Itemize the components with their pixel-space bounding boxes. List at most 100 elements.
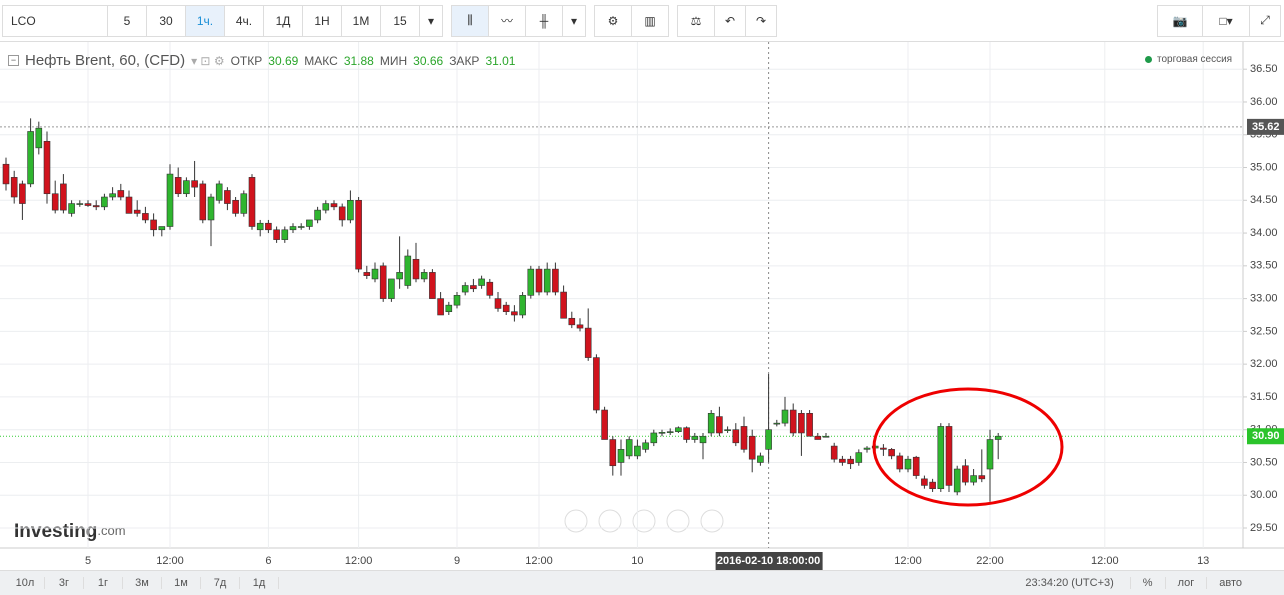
candle-body: [609, 439, 617, 467]
candle-type[interactable]: ⫼: [451, 4, 489, 37]
interval-button[interactable]: 1ч.: [185, 4, 225, 37]
candle-body: [306, 219, 313, 227]
dropdown[interactable]: ▾ ⊡ ⚙: [191, 53, 225, 68]
nav-zoom-out[interactable]: [598, 509, 622, 533]
nav-zoom-in[interactable]: [666, 509, 690, 533]
interval-label: 1Д: [275, 13, 291, 28]
settings[interactable]: ⚙: [594, 4, 632, 37]
candle-body: [191, 180, 198, 188]
undo[interactable]: ↶: [714, 4, 746, 37]
ranges: 10л 3г 1г 3м 1м 7д 1д: [6, 577, 279, 589]
candle-body: [92, 205, 100, 208]
fullscreen[interactable]: ⤢: [1249, 4, 1281, 37]
candle-body: [437, 298, 444, 316]
interval-button[interactable]: 1М: [341, 4, 381, 37]
candle-body: [470, 285, 477, 290]
summary-label: ЗАКР: [449, 53, 480, 68]
annotation-circle: [872, 387, 1064, 507]
candle-body: [224, 190, 231, 204]
candle-body: [937, 426, 945, 489]
interval-button[interactable]: 30: [146, 4, 186, 37]
candle-body: [543, 268, 551, 293]
snapshot[interactable]: 📷: [1157, 4, 1203, 37]
line-type[interactable]: 〰: [488, 4, 526, 37]
candle-body: [732, 429, 740, 444]
candle-body: [806, 413, 813, 437]
x-tick-label: 12:00: [894, 555, 922, 567]
candle-body: [379, 265, 387, 299]
candle-body: [199, 183, 207, 221]
indicators[interactable]: ▥: [631, 4, 669, 37]
y-tick-label: 33.00: [1250, 293, 1278, 305]
range-button[interactable]: 1м: [162, 577, 201, 589]
candle-body: [855, 452, 863, 463]
x-tick-label: 6: [265, 555, 271, 567]
candle-body: [314, 209, 321, 221]
summary-label: МАКС: [304, 53, 338, 68]
color[interactable]: □▾: [1202, 4, 1250, 37]
candle-body: [912, 456, 920, 476]
interval-button[interactable]: 1Н: [302, 4, 342, 37]
candle-body: [338, 206, 346, 221]
range-button[interactable]: 7д: [201, 577, 240, 589]
range-button[interactable]: 1г: [84, 577, 123, 589]
candle-body: [117, 190, 125, 198]
dropdown[interactable]: ▾: [419, 4, 443, 37]
nav-reset[interactable]: [632, 509, 656, 533]
candle-body: [2, 163, 10, 185]
nav-left[interactable]: [564, 509, 588, 533]
interval-button[interactable]: 4ч.: [224, 4, 264, 37]
dropdown[interactable]: ▾: [562, 4, 586, 37]
candle-body: [363, 272, 371, 276]
background: [0, 42, 1284, 570]
candle-body: [19, 183, 26, 204]
candle-body: [330, 203, 338, 208]
candle-body: [150, 219, 157, 231]
symbol-box[interactable]: LCO: [2, 4, 108, 37]
summary-value: 30.69: [268, 53, 299, 68]
option-button[interactable]: %: [1129, 577, 1165, 589]
candle-body: [281, 229, 289, 240]
nav-right[interactable]: [700, 509, 724, 533]
candle-body: [461, 285, 469, 293]
option-button[interactable]: лог: [1164, 577, 1207, 589]
session: торговая сессия: [1145, 54, 1232, 65]
candle-body: [486, 281, 494, 296]
x-tick-label: 10: [631, 555, 643, 567]
range-button[interactable]: 1д: [240, 577, 279, 589]
options: % лог авто: [1129, 577, 1254, 589]
x-tick-label: 12:00: [1091, 555, 1119, 567]
candle-body: [691, 435, 699, 440]
interval-button[interactable]: 15: [380, 4, 420, 37]
candle-body: [10, 177, 18, 198]
range-button[interactable]: 10л: [6, 577, 45, 589]
collapse[interactable]: −: [8, 55, 19, 66]
candle-body: [740, 426, 748, 450]
compare[interactable]: ⚖: [677, 4, 715, 37]
candle-body: [658, 432, 666, 434]
candle-body: [839, 458, 846, 463]
candle-body: [634, 445, 641, 457]
candle-body: [601, 409, 608, 440]
x-tick-label: 12:00: [345, 555, 373, 567]
candle-body: [511, 311, 518, 316]
ohlc-summary: ОТКР 30.69 МАКС 31.88 МИН 30.66 ЗАКР 31.01: [231, 54, 516, 68]
range-button[interactable]: 3г: [45, 577, 84, 589]
candle-body: [888, 449, 895, 457]
last-price-label: 30.90: [1252, 430, 1280, 442]
redo[interactable]: ↷: [745, 4, 777, 37]
option-button[interactable]: авто: [1206, 577, 1254, 589]
candle-body: [404, 255, 412, 286]
candle-body: [248, 177, 256, 227]
x-tick-label: 12:00: [525, 555, 553, 567]
candle-body: [371, 268, 379, 280]
y-tick-label: 32.50: [1250, 325, 1278, 337]
interval-button[interactable]: 1Д: [263, 4, 303, 37]
clock: 23:34:20 (UTC+3): [1025, 577, 1114, 589]
bar-type[interactable]: ╫: [525, 4, 563, 37]
candle-body: [724, 429, 731, 431]
x-tick-label: 9: [454, 555, 460, 567]
candle-body: [921, 478, 928, 486]
range-button[interactable]: 3м: [123, 577, 162, 589]
interval-button[interactable]: 5: [107, 4, 147, 37]
